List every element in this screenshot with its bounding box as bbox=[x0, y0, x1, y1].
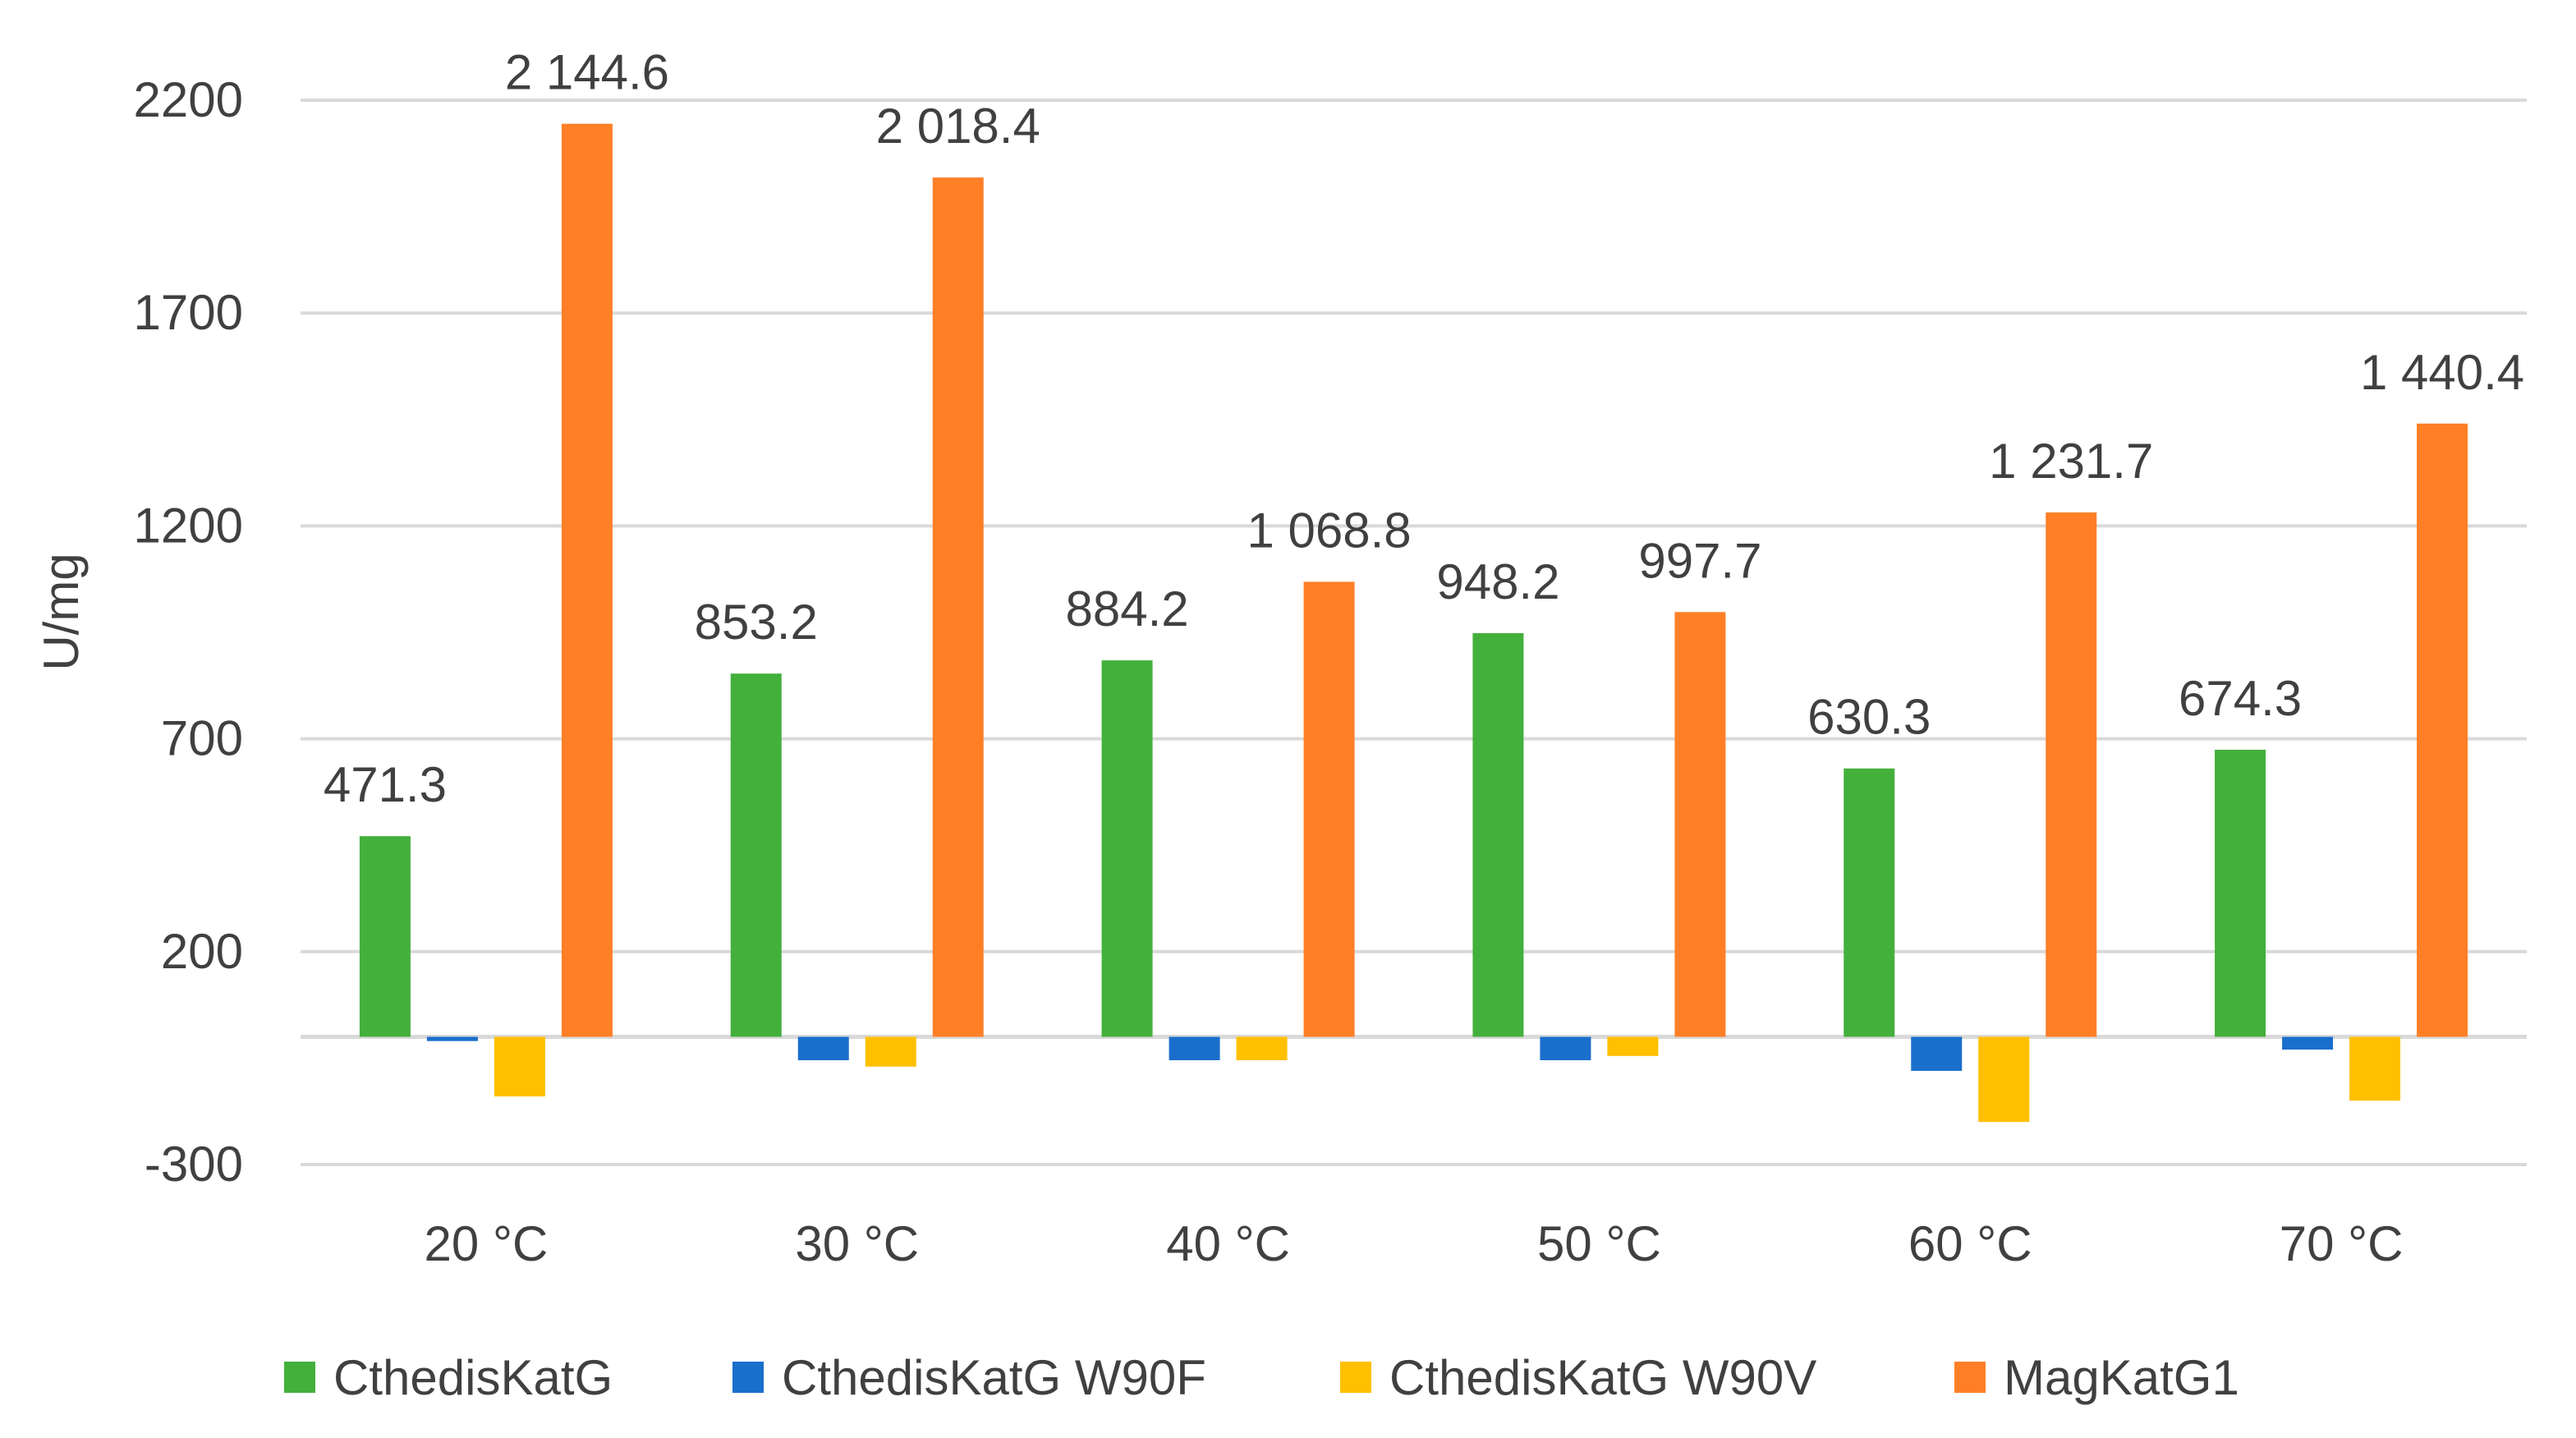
bar-cthediskatg bbox=[359, 836, 411, 1037]
y-tick-label: 1700 bbox=[134, 285, 243, 340]
bar-magkatg1 bbox=[2046, 512, 2097, 1037]
y-axis-ticks: -300 200 700 1200 1700 2200 bbox=[134, 72, 243, 1192]
bar-cthediskatg-w90f bbox=[426, 1036, 478, 1041]
bar-cthediskatg-w90f bbox=[797, 1036, 849, 1060]
legend: CthedisKatG CthedisKatG W90F CthedisKatG W… bbox=[284, 1350, 2239, 1405]
bar-cthediskatg-w90v bbox=[1236, 1036, 1288, 1060]
x-category-label: 40 °C bbox=[1166, 1216, 1290, 1271]
legend-swatch bbox=[284, 1362, 315, 1393]
bar-magkatg1 bbox=[932, 177, 984, 1037]
bar-cthediskatg-w90f bbox=[1911, 1036, 1963, 1071]
bar-cthediskatg bbox=[1101, 660, 1153, 1037]
bars bbox=[359, 123, 2468, 1123]
bar-magkatg1 bbox=[1674, 612, 1726, 1037]
y-tick-label: 200 bbox=[161, 924, 243, 979]
legend-label: CthedisKatG W90F bbox=[782, 1350, 1206, 1405]
bar-cthediskatg bbox=[1472, 632, 1524, 1037]
bar-magkatg1 bbox=[1303, 581, 1355, 1037]
x-category-label: 70 °C bbox=[2280, 1216, 2404, 1271]
data-label: 471.3 bbox=[324, 757, 447, 812]
data-label: 674.3 bbox=[2179, 671, 2302, 726]
y-tick-label: 1200 bbox=[134, 498, 243, 553]
bar-magkatg1 bbox=[2417, 423, 2468, 1037]
data-label: 884.2 bbox=[1066, 581, 1189, 636]
data-label: 630.3 bbox=[1807, 690, 1931, 745]
bar-cthediskatg bbox=[730, 673, 782, 1037]
data-label: 2 018.4 bbox=[876, 99, 1040, 154]
bar-cthediskatg-w90v bbox=[2349, 1036, 2401, 1101]
gridlines bbox=[301, 99, 2527, 1166]
data-label: 2 144.6 bbox=[505, 45, 669, 100]
data-labels: 471.3 2 144.6 853.2 2 018.4 884.2 1 068.8 948.… bbox=[324, 45, 2524, 812]
bar-cthediskatg bbox=[1844, 768, 1895, 1037]
bar-magkatg1 bbox=[561, 123, 613, 1037]
y-tick-label: 700 bbox=[161, 711, 243, 766]
bar-cthediskatg-w90v bbox=[1978, 1036, 2030, 1123]
legend-swatch bbox=[1340, 1362, 1371, 1393]
bar-cthediskatg-w90v bbox=[865, 1036, 916, 1067]
bar-cthediskatg bbox=[2215, 749, 2266, 1037]
bar-cthediskatg-w90f bbox=[2282, 1036, 2334, 1050]
y-axis-title: U/mg bbox=[34, 553, 89, 670]
x-category-label: 30 °C bbox=[795, 1216, 919, 1271]
bar-cthediskatg-w90f bbox=[1169, 1036, 1220, 1060]
legend-label: MagKatG1 bbox=[2004, 1350, 2239, 1405]
data-label: 1 231.7 bbox=[1989, 434, 2153, 489]
x-axis-categories: 20 °C 30 °C 40 °C 50 °C 60 °C 70 °C bbox=[425, 1216, 2404, 1271]
bar-cthediskatg-w90v bbox=[494, 1036, 545, 1097]
x-category-label: 20 °C bbox=[425, 1216, 549, 1271]
data-label: 1 068.8 bbox=[1247, 503, 1411, 558]
data-label: 853.2 bbox=[695, 595, 818, 650]
legend-label: CthedisKatG bbox=[333, 1350, 613, 1405]
x-category-label: 60 °C bbox=[1908, 1216, 2032, 1271]
x-category-label: 50 °C bbox=[1537, 1216, 1661, 1271]
legend-swatch bbox=[732, 1362, 764, 1393]
bar-cthediskatg-w90v bbox=[1607, 1036, 1659, 1056]
y-tick-label: -300 bbox=[145, 1137, 243, 1192]
data-label: 948.2 bbox=[1436, 554, 1559, 609]
data-label: 1 440.4 bbox=[2360, 345, 2524, 400]
y-tick-label: 2200 bbox=[134, 72, 243, 127]
bar-cthediskatg-w90f bbox=[1540, 1036, 1591, 1060]
data-label: 997.7 bbox=[1638, 533, 1761, 588]
legend-swatch bbox=[1954, 1362, 1986, 1393]
legend-label: CthedisKatG W90V bbox=[1389, 1350, 1816, 1405]
